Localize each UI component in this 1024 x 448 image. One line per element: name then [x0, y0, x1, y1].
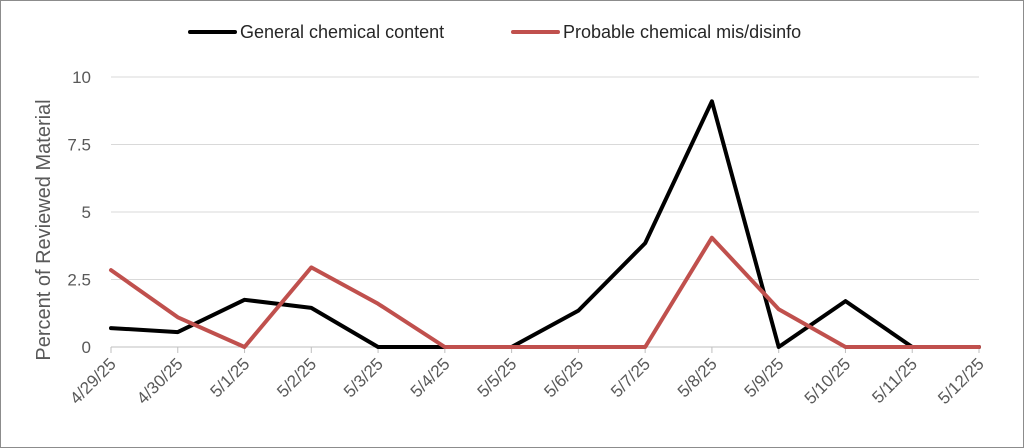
- y-tick-label: 10: [72, 68, 91, 87]
- x-tick-label: 5/8/25: [674, 354, 721, 401]
- x-tick-label: 5/2/25: [273, 354, 320, 401]
- x-tick-label: 4/30/25: [133, 354, 187, 408]
- x-tick-label: 5/6/25: [540, 354, 587, 401]
- y-tick-labels: 0 2.5 5 7.5 10: [67, 68, 91, 357]
- legend-label: Probable chemical mis/disinfo: [563, 22, 801, 42]
- gridlines: [110, 76, 980, 353]
- x-tick-label: 5/10/25: [801, 354, 855, 408]
- x-tick-label: 5/1/25: [207, 354, 254, 401]
- y-tick-label: 2.5: [67, 271, 91, 290]
- legend-label: General chemical content: [240, 22, 444, 42]
- x-tick-label: 5/9/25: [741, 354, 788, 401]
- x-tick-label: 5/5/25: [474, 354, 521, 401]
- y-tick-label: 7.5: [67, 136, 91, 155]
- x-tick-label: 5/4/25: [407, 354, 454, 401]
- x-tick-label: 4/29/25: [66, 354, 120, 408]
- y-tick-label: 0: [82, 338, 91, 357]
- legend: General chemical content Probable chemica…: [188, 22, 801, 42]
- x-tick-label: 5/12/25: [934, 354, 988, 408]
- series-lines: [109, 99, 981, 349]
- y-tick-label: 5: [82, 203, 91, 222]
- y-axis-label: Percent of Reviewed Material: [33, 99, 55, 360]
- series-line-general: [109, 99, 981, 349]
- x-tick-label: 5/3/25: [340, 354, 387, 401]
- x-tick-labels: 4/29/25 4/30/25 5/1/25 5/2/25 5/3/25 5/4/25 5/…: [66, 354, 988, 408]
- series-line-mis-disinfo: [109, 235, 981, 349]
- x-tick-label: 5/7/25: [607, 354, 654, 401]
- x-tick-label: 5/11/25: [868, 354, 921, 407]
